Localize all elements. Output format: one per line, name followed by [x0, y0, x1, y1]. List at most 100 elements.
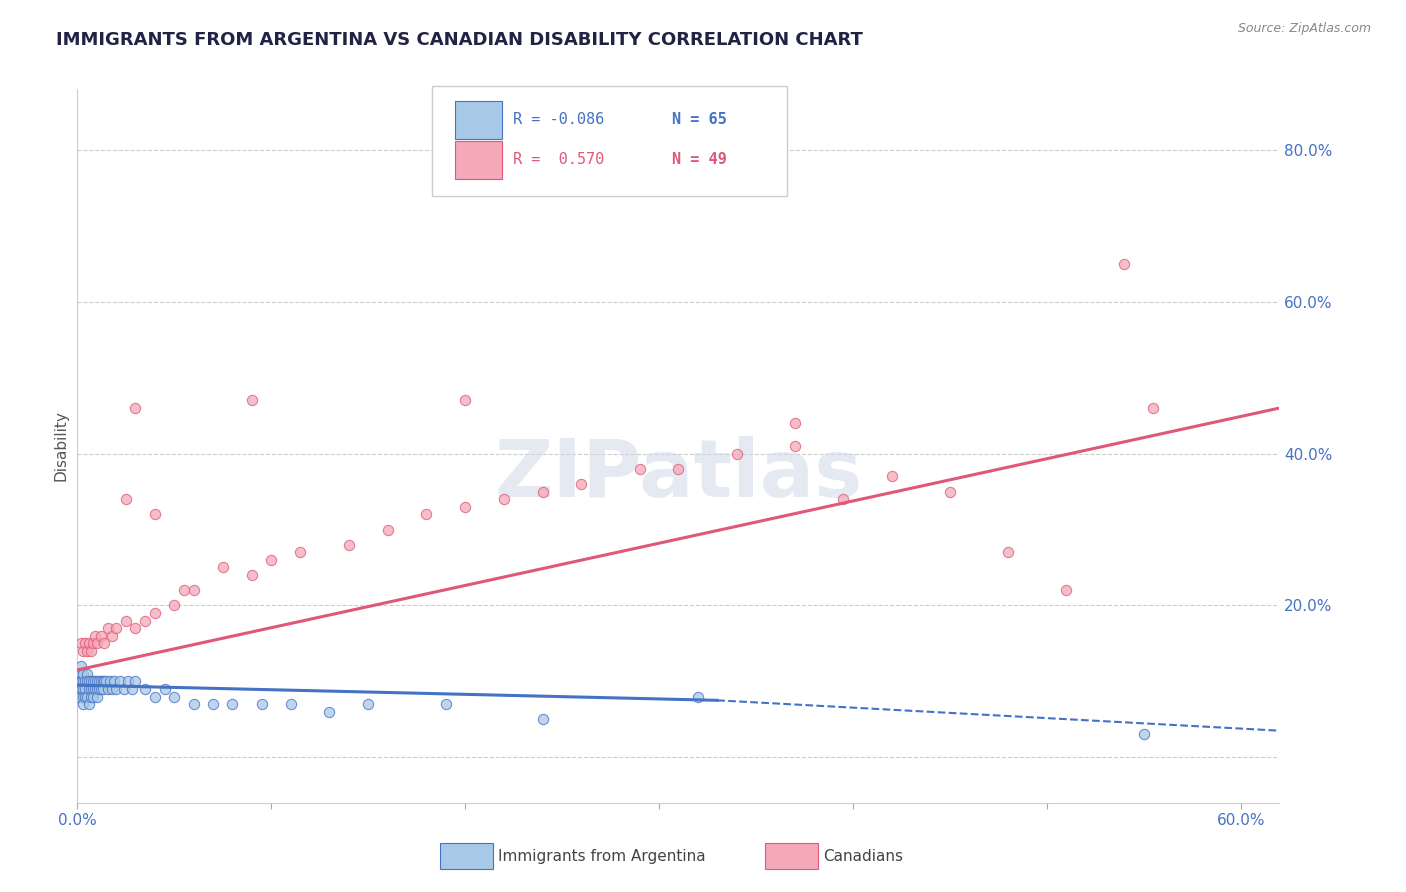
Point — [1114, 257, 1136, 271]
Point — [240, 393, 263, 408]
Point — [1142, 401, 1164, 415]
Text: Canadians: Canadians — [823, 849, 903, 863]
Point — [531, 712, 554, 726]
Point — [86, 636, 108, 650]
Point — [83, 674, 105, 689]
Point — [121, 681, 143, 696]
Point — [75, 674, 97, 689]
Point — [96, 674, 118, 689]
Point — [98, 674, 121, 689]
Point — [77, 697, 100, 711]
Point — [377, 523, 399, 537]
Point — [1054, 583, 1077, 598]
Point — [124, 621, 146, 635]
Point — [124, 674, 146, 689]
Point — [117, 674, 139, 689]
Point — [97, 621, 120, 635]
Point — [90, 629, 112, 643]
Point — [76, 644, 98, 658]
Point — [434, 697, 457, 711]
Point — [101, 681, 124, 696]
Text: N = 49: N = 49 — [672, 153, 727, 168]
Point — [134, 614, 156, 628]
Point — [86, 690, 108, 704]
Point — [1132, 727, 1154, 741]
Point — [82, 690, 104, 704]
Point — [221, 697, 243, 711]
Point — [70, 636, 93, 650]
Point — [75, 690, 97, 704]
Point — [105, 621, 128, 635]
Point — [76, 690, 98, 704]
Point — [103, 674, 125, 689]
Y-axis label: Disability: Disability — [53, 410, 69, 482]
Text: Immigrants from Argentina: Immigrants from Argentina — [498, 849, 706, 863]
Point — [77, 636, 100, 650]
Point — [67, 681, 90, 696]
Point — [87, 674, 110, 689]
Point — [163, 599, 186, 613]
Point — [70, 674, 93, 689]
Point — [454, 393, 477, 408]
Point — [143, 690, 166, 704]
Point — [80, 690, 103, 704]
Point — [124, 401, 146, 415]
Point — [80, 681, 103, 696]
Point — [80, 674, 103, 689]
Point — [211, 560, 233, 574]
Point — [97, 681, 120, 696]
Point — [114, 614, 136, 628]
Point — [531, 484, 554, 499]
Point — [72, 681, 94, 696]
Point — [783, 416, 806, 430]
Point — [86, 674, 108, 689]
Point — [76, 666, 98, 681]
Point — [90, 681, 112, 696]
Point — [939, 484, 962, 499]
Point — [318, 705, 340, 719]
Point — [101, 629, 124, 643]
Point — [77, 674, 100, 689]
Point — [143, 606, 166, 620]
Point — [454, 500, 477, 514]
Point — [492, 492, 515, 507]
Point — [67, 674, 90, 689]
Point — [105, 681, 128, 696]
Point — [93, 636, 115, 650]
Point — [686, 690, 709, 704]
Point — [86, 681, 108, 696]
Point — [77, 681, 100, 696]
Point — [415, 508, 437, 522]
Point — [90, 674, 112, 689]
Point — [72, 697, 94, 711]
Point — [82, 674, 104, 689]
Point — [70, 666, 93, 681]
Point — [75, 681, 97, 696]
Point — [91, 681, 114, 696]
Point — [72, 674, 94, 689]
Point — [91, 674, 114, 689]
Point — [72, 644, 94, 658]
Point — [280, 697, 302, 711]
FancyBboxPatch shape — [454, 101, 502, 139]
Point — [93, 674, 115, 689]
Point — [783, 439, 806, 453]
Point — [70, 659, 93, 673]
Text: Source: ZipAtlas.com: Source: ZipAtlas.com — [1237, 22, 1371, 36]
Point — [70, 681, 93, 696]
Point — [108, 674, 131, 689]
Text: R =  0.570: R = 0.570 — [513, 153, 603, 168]
Point — [628, 462, 651, 476]
Point — [72, 666, 94, 681]
Point — [76, 674, 98, 689]
Point — [183, 583, 205, 598]
Point — [112, 681, 135, 696]
Text: IMMIGRANTS FROM ARGENTINA VS CANADIAN DISABILITY CORRELATION CHART: IMMIGRANTS FROM ARGENTINA VS CANADIAN DI… — [56, 31, 863, 49]
FancyBboxPatch shape — [440, 844, 494, 869]
Point — [83, 629, 105, 643]
Point — [183, 697, 205, 711]
Point — [163, 690, 186, 704]
FancyBboxPatch shape — [765, 844, 818, 869]
Point — [357, 697, 380, 711]
Point — [240, 568, 263, 582]
